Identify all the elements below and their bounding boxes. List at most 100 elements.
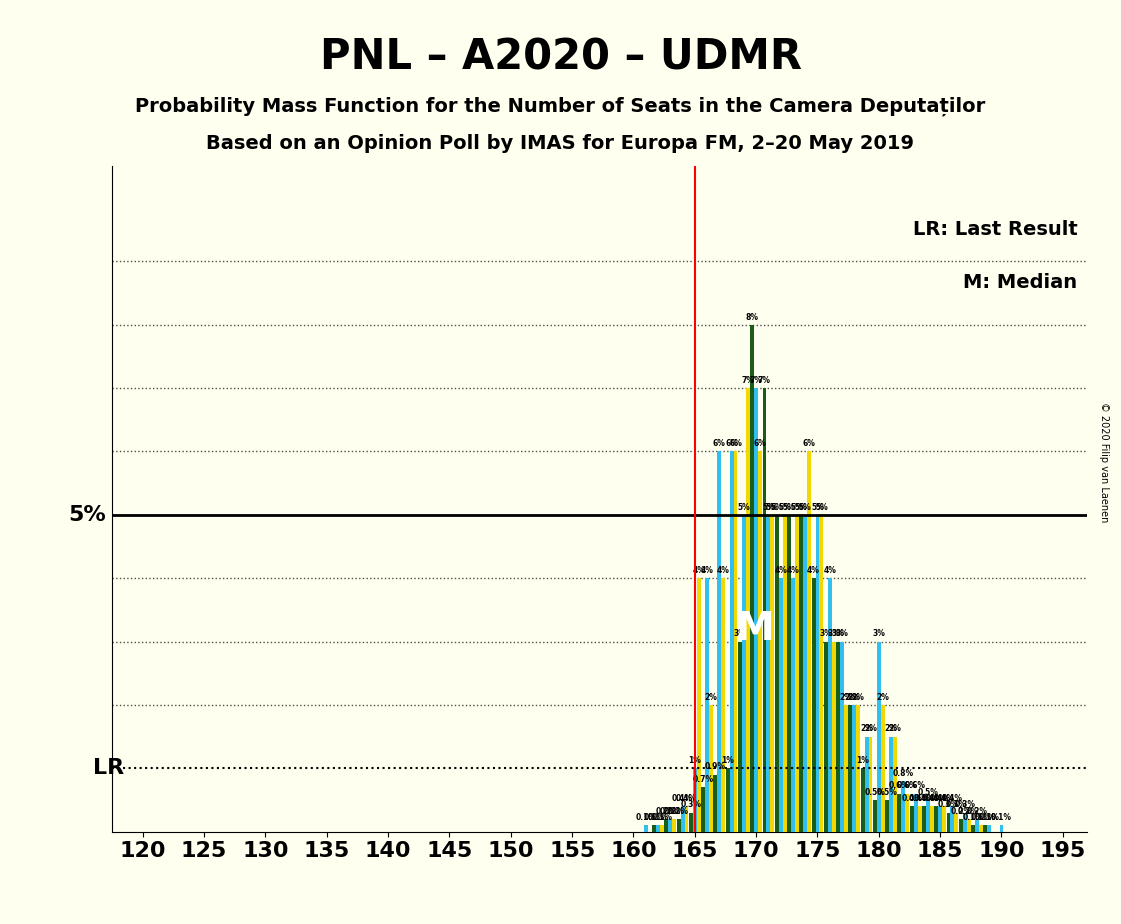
Bar: [758, 452, 762, 832]
Text: 0.1%: 0.1%: [979, 813, 1000, 822]
Text: 3%: 3%: [835, 629, 849, 638]
Text: 0.1%: 0.1%: [636, 813, 656, 822]
Text: 0.7%: 0.7%: [693, 775, 714, 784]
Bar: [812, 578, 815, 832]
Bar: [779, 578, 782, 832]
Text: 0.4%: 0.4%: [934, 794, 955, 803]
Bar: [742, 515, 745, 832]
Text: 0.5%: 0.5%: [877, 788, 898, 796]
Text: 2%: 2%: [852, 693, 864, 701]
Text: 4%: 4%: [775, 566, 787, 575]
Bar: [668, 819, 673, 832]
Text: 5%: 5%: [778, 503, 791, 512]
Text: 2%: 2%: [705, 693, 717, 701]
Text: 0.2%: 0.2%: [656, 807, 677, 816]
Bar: [730, 452, 733, 832]
Bar: [869, 736, 872, 832]
Bar: [951, 807, 954, 832]
Bar: [795, 515, 799, 832]
Bar: [893, 736, 897, 832]
Bar: [767, 515, 770, 832]
Text: 5%: 5%: [766, 503, 779, 512]
Bar: [693, 768, 697, 832]
Bar: [889, 736, 893, 832]
Bar: [958, 819, 963, 832]
Bar: [702, 787, 705, 832]
Bar: [721, 578, 725, 832]
Bar: [873, 800, 877, 832]
Bar: [1000, 825, 1003, 832]
Text: 4%: 4%: [701, 566, 713, 575]
Text: 0.4%: 0.4%: [909, 794, 930, 803]
Bar: [954, 812, 958, 832]
Text: 0.5%: 0.5%: [917, 788, 938, 796]
Text: 6%: 6%: [729, 439, 742, 448]
Text: 0.1%: 0.1%: [643, 813, 665, 822]
Bar: [840, 641, 844, 832]
Bar: [886, 800, 889, 832]
Bar: [934, 807, 938, 832]
Bar: [733, 452, 738, 832]
Bar: [787, 515, 791, 832]
Text: 0.4%: 0.4%: [926, 794, 947, 803]
Text: 6%: 6%: [753, 439, 767, 448]
Bar: [971, 825, 975, 832]
Text: 7%: 7%: [750, 376, 762, 385]
Text: 2%: 2%: [844, 693, 856, 701]
Bar: [680, 807, 685, 832]
Bar: [717, 452, 721, 832]
Text: 5%: 5%: [795, 503, 807, 512]
Text: 0.4%: 0.4%: [929, 794, 951, 803]
Bar: [705, 578, 710, 832]
Bar: [685, 807, 688, 832]
Bar: [861, 768, 864, 832]
Text: 0.2%: 0.2%: [966, 807, 988, 816]
Text: 5%: 5%: [799, 503, 812, 512]
Bar: [643, 825, 648, 832]
Bar: [942, 807, 946, 832]
Text: 0.1%: 0.1%: [648, 813, 668, 822]
Bar: [901, 781, 906, 832]
Bar: [921, 807, 926, 832]
Bar: [906, 794, 909, 832]
Bar: [725, 768, 730, 832]
Bar: [844, 705, 847, 832]
Text: 0.3%: 0.3%: [946, 800, 966, 809]
Text: 5%: 5%: [782, 503, 796, 512]
Bar: [827, 578, 832, 832]
Text: 0.3%: 0.3%: [938, 800, 958, 809]
Bar: [738, 641, 742, 832]
Text: 0.2%: 0.2%: [668, 807, 689, 816]
Text: 0.4%: 0.4%: [942, 794, 963, 803]
Text: 0.4%: 0.4%: [673, 794, 693, 803]
Text: 0.6%: 0.6%: [897, 782, 918, 790]
Text: 5%: 5%: [815, 503, 827, 512]
Bar: [836, 641, 840, 832]
Bar: [656, 825, 660, 832]
Text: 0.8%: 0.8%: [892, 769, 914, 778]
Bar: [750, 324, 754, 832]
Text: 3%: 3%: [733, 629, 747, 638]
Text: 0.2%: 0.2%: [951, 807, 971, 816]
Bar: [864, 736, 869, 832]
Text: 5%: 5%: [770, 503, 784, 512]
Bar: [782, 515, 787, 832]
Text: 2%: 2%: [877, 693, 889, 701]
Bar: [807, 452, 812, 832]
Text: 5%: 5%: [762, 503, 775, 512]
Text: 0.4%: 0.4%: [676, 794, 697, 803]
Text: 2%: 2%: [860, 724, 873, 734]
Text: M: Median: M: Median: [963, 273, 1077, 292]
Bar: [852, 705, 856, 832]
Text: 1%: 1%: [688, 756, 702, 765]
Text: 8%: 8%: [745, 312, 759, 322]
Bar: [849, 705, 852, 832]
Text: 3%: 3%: [827, 629, 840, 638]
Text: 3%: 3%: [819, 629, 832, 638]
Text: 5%: 5%: [68, 505, 106, 525]
Text: 5%: 5%: [738, 503, 750, 512]
Bar: [914, 794, 918, 832]
Text: M: M: [735, 610, 773, 648]
Bar: [762, 388, 767, 832]
Bar: [677, 819, 680, 832]
